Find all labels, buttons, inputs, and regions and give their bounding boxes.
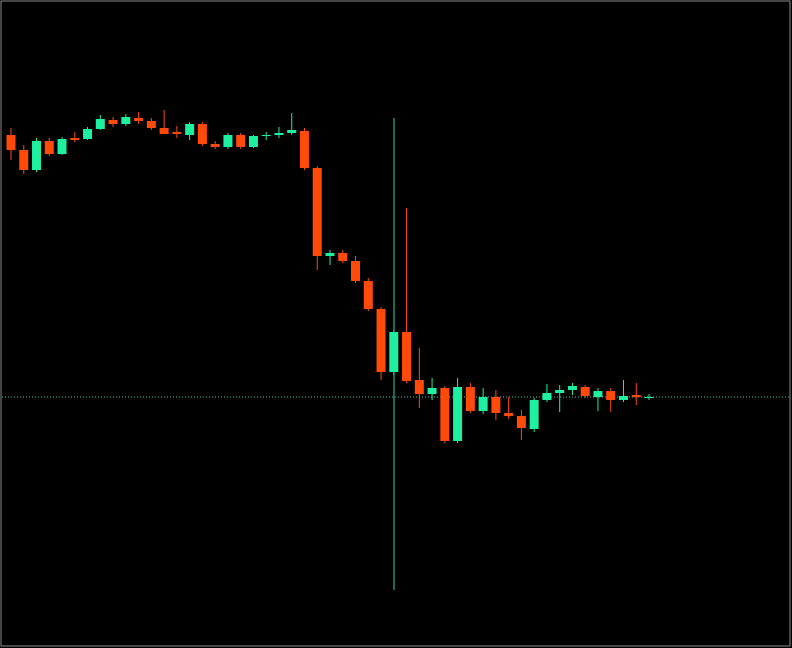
candle-body	[491, 397, 501, 413]
candle-body	[631, 395, 641, 397]
candle-body	[338, 253, 348, 261]
candle-body	[606, 391, 616, 400]
candle-body	[19, 150, 29, 170]
candle-body	[121, 117, 131, 124]
candle-body	[516, 416, 526, 428]
candle-body	[567, 386, 577, 390]
candle-body	[70, 138, 80, 140]
candle-body	[6, 135, 16, 150]
candle-body	[83, 129, 93, 139]
candle-body	[57, 139, 67, 154]
candle-body	[299, 131, 309, 168]
candle-body	[236, 135, 246, 147]
candle-body	[644, 397, 654, 398]
candle-body	[618, 396, 628, 400]
candle-body	[555, 390, 565, 393]
candle-body	[325, 253, 335, 256]
candle-body	[376, 309, 386, 372]
candle-body	[223, 135, 233, 147]
candle-body	[274, 133, 284, 135]
candle-body	[453, 387, 463, 441]
candle-body	[389, 332, 399, 372]
candle-body	[185, 124, 195, 135]
candle-body	[248, 136, 258, 147]
candle-body	[44, 141, 54, 154]
candle-body	[312, 168, 322, 256]
candle-body	[402, 332, 412, 381]
candle-body	[427, 388, 437, 394]
candle-body	[95, 119, 105, 129]
candle-body	[134, 118, 144, 121]
candle-body	[172, 132, 182, 134]
candle-body	[261, 135, 271, 136]
candle-body	[287, 130, 297, 133]
candle-body	[32, 141, 42, 170]
candle-body	[414, 380, 424, 394]
candle-body	[465, 387, 475, 411]
candle-body	[146, 121, 156, 128]
candle-body	[440, 388, 450, 441]
candle-body	[504, 413, 514, 416]
candle-body	[210, 144, 220, 147]
candle-body	[478, 397, 488, 411]
candle-body	[159, 128, 169, 134]
candle-body	[593, 391, 603, 397]
candle-body	[542, 393, 552, 400]
candle-body	[108, 120, 118, 124]
candle-body	[580, 387, 590, 396]
candle-body	[351, 261, 361, 281]
candle-body	[363, 281, 373, 309]
plot-area	[2, 110, 789, 443]
candle-body	[529, 400, 539, 429]
candle-body	[197, 124, 207, 144]
